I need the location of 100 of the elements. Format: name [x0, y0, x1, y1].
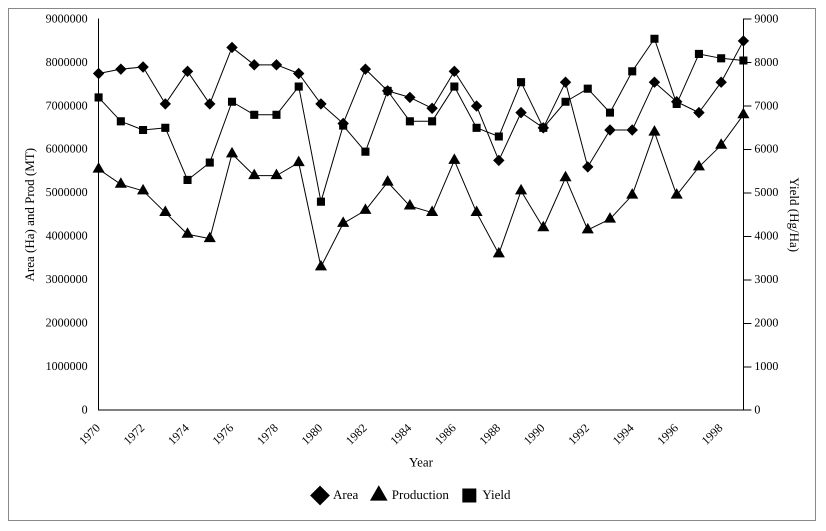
y-tick-label: 6000000: [46, 142, 88, 156]
point: [472, 124, 481, 132]
point: [738, 108, 750, 118]
point: [382, 176, 394, 186]
point: [160, 98, 171, 110]
point: [161, 124, 170, 132]
point: [716, 76, 727, 88]
point: [471, 100, 482, 112]
point: [404, 200, 416, 210]
point: [139, 126, 148, 134]
y-tick-label: 0: [82, 402, 88, 416]
y2-tick-label: 6000: [754, 142, 778, 156]
y-tick-label: 2000000: [46, 316, 88, 330]
y-tick-label: 3000000: [46, 272, 88, 286]
point: [270, 169, 282, 180]
point: [560, 171, 572, 182]
legend-label: Area: [333, 486, 358, 502]
point: [293, 156, 304, 166]
point: [648, 126, 660, 136]
point: [337, 216, 349, 227]
point: [404, 92, 416, 103]
point: [448, 66, 460, 77]
y-tick-label: 4000000: [46, 228, 88, 243]
point: [182, 228, 194, 238]
y2-tick-label: 0: [754, 402, 760, 416]
point: [584, 84, 592, 93]
point: [137, 184, 149, 194]
point: [626, 124, 638, 136]
point: [428, 117, 436, 126]
point: [206, 158, 214, 167]
point: [406, 117, 414, 126]
point: [739, 56, 748, 65]
point: [494, 132, 503, 141]
point: [538, 221, 549, 232]
point: [293, 68, 304, 80]
point: [717, 54, 726, 62]
point: [360, 64, 371, 75]
y2-tick-label: 4000: [754, 228, 778, 243]
point: [582, 161, 594, 172]
point: [604, 124, 616, 136]
point: [448, 154, 460, 164]
point: [294, 82, 303, 91]
point: [315, 260, 327, 270]
point: [516, 107, 527, 118]
point: [226, 42, 238, 53]
legend-label: Yield: [482, 486, 511, 502]
point: [628, 67, 636, 76]
point: [626, 188, 638, 199]
point: [138, 61, 149, 72]
point: [360, 204, 372, 214]
point: [426, 102, 438, 114]
point: [517, 78, 526, 86]
y2-tick-label: 3000: [754, 272, 778, 286]
legend-label: Production: [392, 486, 450, 502]
point: [604, 212, 616, 223]
y-tick-label: 7000000: [46, 98, 88, 112]
point: [515, 184, 527, 194]
y2-tick-label: 5000: [754, 185, 778, 200]
point: [92, 162, 104, 173]
point: [361, 148, 370, 156]
point: [184, 176, 192, 184]
point: [693, 160, 705, 170]
point: [694, 50, 703, 58]
point: [561, 98, 570, 106]
point: [248, 169, 260, 180]
point: [450, 82, 458, 91]
point: [270, 59, 282, 70]
point: [93, 68, 104, 80]
point: [650, 34, 658, 43]
point: [94, 93, 103, 102]
point: [715, 138, 727, 149]
point: [426, 206, 438, 216]
point: [272, 110, 281, 119]
point: [248, 59, 260, 70]
point: [250, 110, 258, 119]
point: [738, 35, 749, 46]
y2-tick-label: 1000: [754, 358, 778, 373]
point: [204, 232, 216, 242]
x-axis-title: Year: [409, 454, 434, 470]
point: [560, 76, 572, 88]
point: [493, 247, 505, 258]
y2-tick-label: 7000: [754, 98, 778, 112]
point: [115, 64, 126, 75]
point: [470, 206, 482, 216]
point: [693, 107, 704, 118]
point: [316, 198, 325, 206]
point: [671, 188, 682, 199]
y2-tick-label: 9000: [754, 11, 778, 26]
y-axis-title: Area (Ha) and Prod (MT): [22, 148, 38, 282]
point: [493, 154, 504, 166]
point: [226, 147, 238, 158]
y2-axis-title: Yield (Hg/Ha): [786, 177, 802, 252]
y-tick-label: 8000000: [46, 54, 88, 69]
point: [160, 206, 171, 216]
point: [116, 117, 125, 126]
point: [182, 66, 194, 77]
point: [115, 178, 127, 188]
point: [228, 98, 236, 106]
y2-tick-label: 8000: [754, 54, 778, 69]
point: [648, 76, 660, 88]
